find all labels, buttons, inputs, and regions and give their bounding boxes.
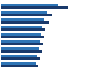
Bar: [1, 57, 40, 60]
Bar: [1, 65, 38, 67]
Bar: [1, 21, 49, 24]
Bar: [1, 55, 37, 57]
Bar: [1, 4, 58, 6]
Bar: [1, 50, 42, 53]
Bar: [1, 47, 39, 50]
Bar: [1, 26, 42, 28]
Bar: [1, 11, 47, 14]
Bar: [1, 43, 43, 45]
Bar: [1, 36, 44, 38]
Bar: [1, 33, 41, 36]
Bar: [1, 14, 52, 16]
Bar: [1, 6, 68, 9]
Bar: [1, 62, 36, 65]
Bar: [1, 40, 40, 43]
Bar: [1, 18, 44, 21]
Bar: [1, 28, 45, 31]
